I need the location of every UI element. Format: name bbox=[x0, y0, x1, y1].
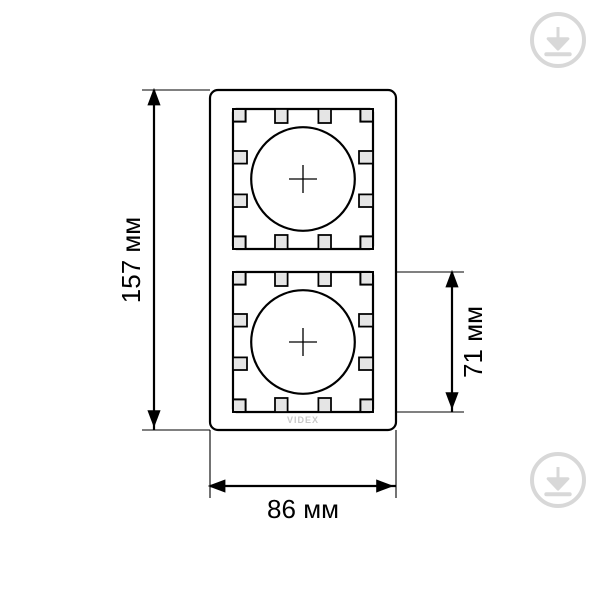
socket-module bbox=[233, 272, 373, 412]
download-icon bbox=[532, 454, 584, 506]
dim-label-module-height: 71 мм bbox=[458, 306, 488, 378]
download-icon bbox=[532, 14, 584, 66]
dim-label-width: 86 мм bbox=[267, 494, 339, 524]
outer-frame bbox=[210, 90, 396, 430]
dim-label-height: 157 мм bbox=[116, 217, 146, 303]
brand-label: VIDEX bbox=[287, 415, 319, 425]
socket-module bbox=[233, 109, 373, 249]
